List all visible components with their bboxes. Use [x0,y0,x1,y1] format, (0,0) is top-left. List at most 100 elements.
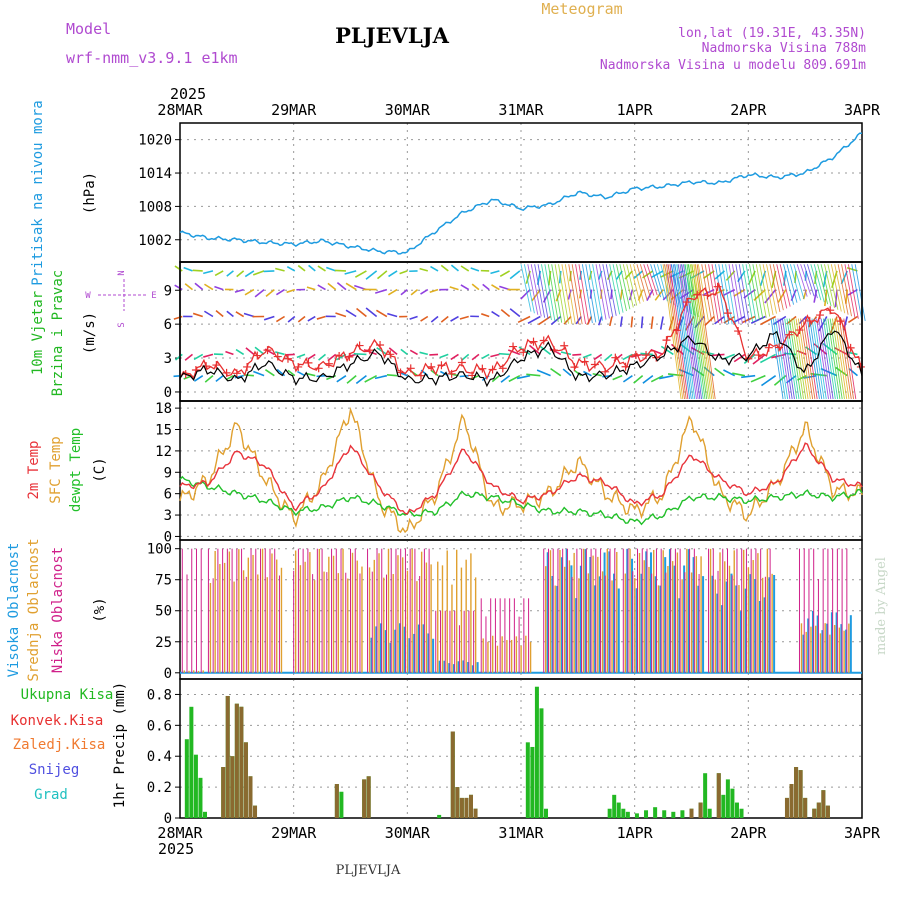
wind-streak [770,318,784,400]
y-tick-label: 0.8 [147,687,172,703]
wind-streak [813,318,827,400]
wind-arrow [375,288,388,294]
wind-unit: (m/s) [82,312,98,354]
wind-streak [827,318,841,400]
station-title: PLJEVLJA [335,23,449,48]
wind-streak [581,264,593,324]
wind-arrow [482,283,490,291]
precip-bar-conv [689,808,694,818]
wind-arrow [225,374,234,381]
wind-arrow [660,345,674,356]
pressure-ylabel: Pritisak na nivou mora [30,100,46,285]
precip-bar-conv [825,805,830,818]
wind-streak [598,264,610,319]
precip-bar-conv [225,695,230,818]
wind-arrow [777,289,787,303]
y-tick-label: 1014 [138,166,172,182]
wind-gust-marker [621,362,630,371]
wind-streak [796,264,808,297]
y-tick-label: 9 [164,283,172,299]
precip-bar-total [339,791,344,818]
wind-arrow [215,310,224,318]
precip-bar-conv [248,776,253,818]
wind-arrow [517,315,531,324]
wind-arrow [460,265,470,272]
compass-n: N [117,270,127,275]
wind-gust-marker [345,352,354,361]
precip-bar-total [193,754,198,818]
wind-streak [541,264,552,321]
wind-arrow [204,375,214,383]
wind-streak [784,318,798,400]
wind-arrow [848,368,858,377]
wind-arrow [490,270,500,275]
wind-speed-line [179,330,863,388]
wind-streak [686,264,706,400]
wind-arrow [759,315,776,326]
precip-bar-conv [239,706,244,818]
wind-arrow [183,266,193,272]
wind-streak [571,264,583,325]
wind-gust-marker [775,343,784,352]
wind-arrow [461,353,470,361]
wind-streak [813,264,825,303]
wind-streak [695,264,714,400]
wind-streak [568,264,580,325]
wind-arrow [336,374,347,383]
wind-arrow [752,353,766,365]
precip-bar-total [184,739,189,818]
wind-arrow [253,370,265,377]
wind-arrow [490,353,500,358]
wind-gust-marker [263,346,272,355]
x-label-bottom: 3APR [844,824,881,842]
precip-bar-conv [812,808,817,818]
wind-streak [684,264,704,400]
wind-streak [679,264,699,400]
wind-arrow [286,265,296,272]
wind-arrow [173,315,183,320]
wind-streak [836,318,850,400]
elevation-text: Nadmorska Visina 788m [702,41,867,56]
y-tick-label: 0.6 [147,718,172,734]
wind-arrow [630,316,634,328]
wind-arrow [344,270,357,275]
wind-arrow [651,270,664,279]
wind-streak [837,264,849,315]
wind-streak [547,264,559,322]
wind-streak [810,264,822,301]
wind-arrow [520,289,531,300]
wind-arrow [491,310,500,318]
wind-streak [681,264,701,400]
panel-temperature: 0 3 6 9 12 15 18 [155,400,863,545]
wind-arrow [192,312,203,318]
wind-arrow [306,372,316,377]
wind-arrow [264,369,275,377]
wind-streak [704,264,716,323]
precip-bar-conv [468,794,473,818]
wind-gust-marker [376,341,385,350]
y-tick-label: 0.4 [147,749,172,765]
wind-arrow [813,289,818,303]
wind-gust-marker [294,362,303,371]
wind-streak [612,264,624,313]
wind-arrow [203,353,214,358]
wind-arrow [640,352,653,356]
wind-arrow [306,286,316,291]
wind-gust-marker [703,291,712,300]
wind-streak [745,264,757,322]
precip-bar-total [680,810,685,818]
y-tick-label: 12 [155,444,172,460]
wind-gust-marker [631,350,640,359]
y-tick-label: 6 [164,487,172,503]
wind-gust-marker [795,326,804,335]
wind-gust-marker [386,350,395,359]
wind-arrow [235,311,245,318]
wind-arrow [386,373,398,377]
wind-gust-marker [652,353,661,362]
wind-arrow [772,315,787,326]
wind-arrow [733,353,746,363]
wind-arrow [345,282,357,291]
wind-streak [718,264,730,325]
wind-arrow [184,353,194,361]
